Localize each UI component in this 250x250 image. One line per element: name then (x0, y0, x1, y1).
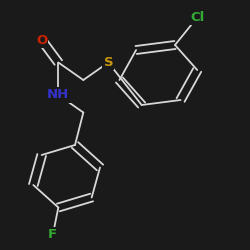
Text: F: F (48, 228, 57, 241)
Text: NH: NH (47, 88, 70, 102)
Text: O: O (36, 34, 47, 46)
Text: Cl: Cl (190, 11, 204, 24)
Text: S: S (104, 56, 113, 69)
